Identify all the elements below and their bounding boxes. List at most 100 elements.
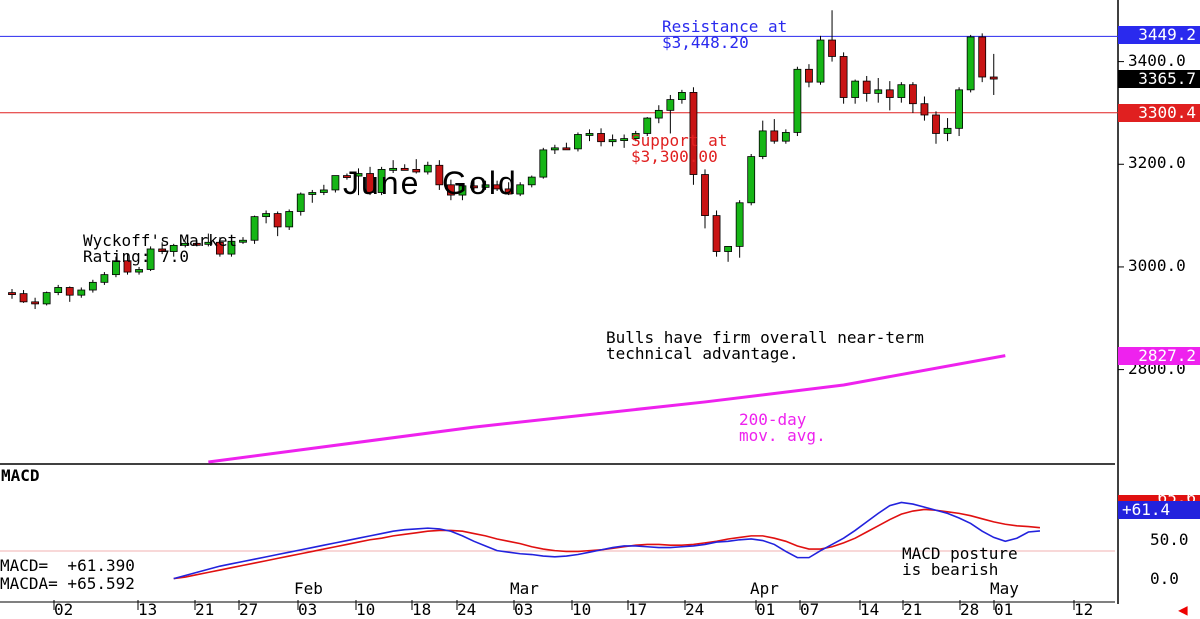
candle-body	[412, 168, 421, 173]
candle	[135, 266, 143, 275]
support-annotation: Support at $3,300.00	[631, 131, 728, 166]
candle	[666, 94, 675, 134]
candle-body	[654, 109, 663, 119]
candle-body	[493, 184, 502, 190]
candle-body	[377, 168, 386, 193]
candle	[770, 119, 779, 144]
candle	[65, 286, 74, 302]
candle	[527, 175, 536, 188]
macd-panel-label: MACD	[1, 466, 40, 485]
candle-body	[389, 167, 398, 171]
candle	[851, 79, 860, 104]
candle	[181, 241, 190, 248]
macda-value-box: 65.6	[1118, 495, 1200, 501]
time-tick-label: 21	[195, 600, 215, 619]
candle-body	[366, 173, 374, 193]
candle	[204, 233, 213, 247]
candle-body	[851, 80, 860, 98]
month-label: Mar	[510, 579, 539, 598]
time-tick-label: 28	[960, 600, 980, 619]
candle	[758, 120, 767, 160]
time-tick-label: 27	[239, 600, 259, 619]
candle	[19, 290, 28, 303]
candle	[54, 284, 63, 296]
candle-body	[458, 185, 467, 196]
candle	[308, 189, 317, 203]
candle-body	[724, 245, 732, 252]
candle-body	[955, 89, 963, 129]
candle	[805, 64, 813, 88]
candle	[550, 144, 559, 154]
candle	[909, 82, 917, 113]
candle	[585, 129, 594, 142]
candle-body	[31, 301, 40, 305]
macd-posture-annotation: MACD posture is bearish	[902, 544, 1018, 579]
macd-tick-label: 50.0	[1150, 529, 1189, 549]
candle-body	[481, 184, 490, 188]
candle	[747, 154, 756, 206]
candle-body	[158, 248, 167, 252]
resistance-value-box: 3449.2	[1118, 26, 1200, 45]
candle	[296, 192, 305, 216]
macd-line	[173, 501, 1041, 580]
candle	[816, 35, 825, 85]
candle-body	[77, 289, 86, 296]
candle	[597, 128, 605, 147]
macd-value-box: +61.4	[1118, 501, 1200, 519]
month-label: Apr	[750, 579, 779, 598]
candle	[874, 78, 883, 103]
time-tick-label: 13	[138, 600, 158, 619]
candle-body	[689, 92, 698, 175]
candle-body	[770, 130, 779, 142]
macd-tick-label: 0.0	[1150, 568, 1179, 588]
candle-body	[862, 80, 871, 94]
candle-body	[308, 192, 317, 195]
candle	[377, 166, 386, 196]
candle-body	[666, 99, 675, 111]
month-label: May	[990, 579, 1019, 598]
candle	[781, 129, 790, 144]
macd-readout: MACD= +61.390 MACDA= +65.592	[0, 557, 160, 593]
candle-body	[435, 164, 444, 186]
candle	[123, 254, 132, 275]
candle	[562, 142, 571, 151]
chart-title: June Gold	[343, 165, 518, 201]
candle-body	[989, 76, 998, 80]
ma200-line	[208, 354, 1006, 464]
candle	[192, 240, 201, 247]
support-value-box: 3300.4	[1118, 103, 1200, 122]
candle	[31, 297, 40, 310]
candle-body	[597, 133, 605, 143]
time-tick-label: 01	[994, 600, 1014, 619]
scroll-back-arrow-icon[interactable]: ◀	[1178, 600, 1188, 619]
candle-body	[816, 39, 825, 83]
candle	[574, 132, 582, 152]
candle-body	[527, 176, 536, 186]
candle-body	[550, 147, 559, 151]
candle	[262, 210, 271, 224]
candle	[631, 130, 640, 142]
candle-body	[678, 92, 686, 100]
candle-body	[296, 193, 305, 212]
candle-body	[562, 147, 571, 151]
time-tick-label: 10	[356, 600, 376, 619]
candle	[516, 182, 525, 197]
candle-body	[285, 211, 294, 228]
time-tick-label: 14	[860, 600, 880, 619]
candle	[400, 164, 409, 171]
time-tick-label: 21	[903, 600, 923, 619]
candle-body	[8, 292, 16, 296]
candle	[932, 111, 940, 144]
candle	[654, 105, 663, 124]
candle-body	[423, 164, 432, 173]
candle	[423, 161, 432, 175]
candle-body	[781, 132, 790, 142]
candle	[885, 81, 894, 111]
candle-body	[262, 213, 271, 218]
candle	[989, 53, 998, 95]
candle	[897, 82, 906, 103]
time-tick-label: 10	[572, 600, 592, 619]
candle	[273, 211, 282, 237]
candle-body	[319, 189, 328, 193]
candle	[366, 166, 374, 196]
